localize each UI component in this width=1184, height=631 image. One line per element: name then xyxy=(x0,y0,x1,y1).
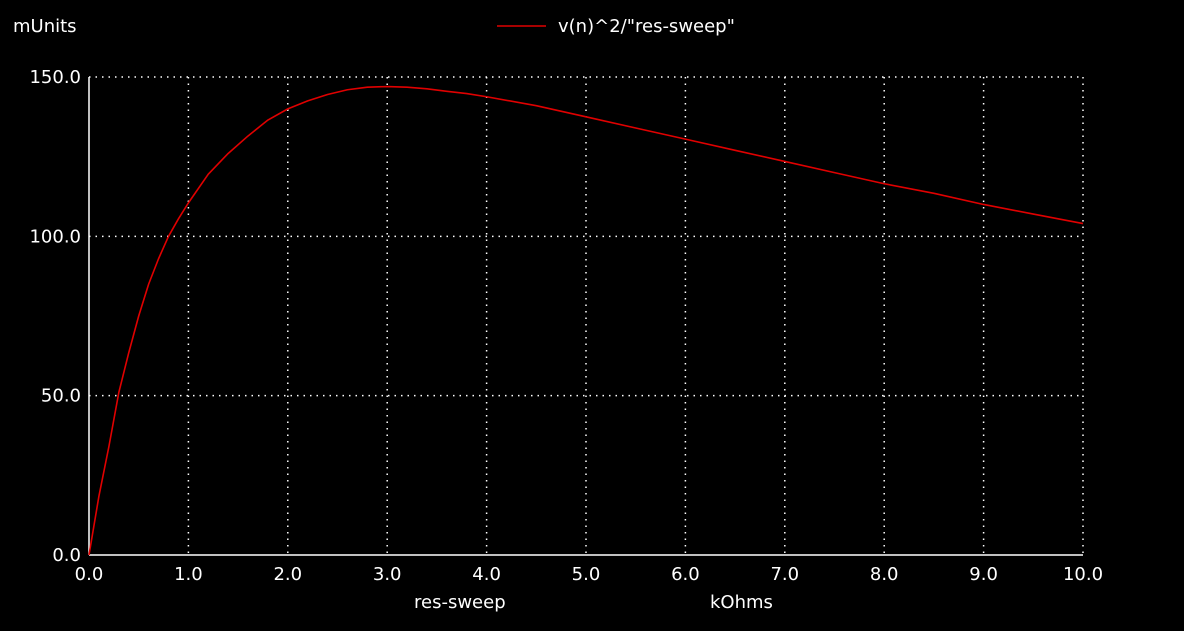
series-lines xyxy=(88,85,1084,556)
legend-label: v(n)^2/"res-sweep" xyxy=(558,16,735,37)
x-tick-label: 2.0 xyxy=(273,564,302,585)
x-tick-label: 7.0 xyxy=(770,564,799,585)
y-tick-label: 100.0 xyxy=(29,226,81,247)
x-tick-label: 5.0 xyxy=(572,564,601,585)
x-tick-label: 1.0 xyxy=(174,564,203,585)
x-axis-unit: kOhms xyxy=(710,592,773,613)
y-tick-label: 150.0 xyxy=(29,67,81,88)
x-tick-label: 4.0 xyxy=(472,564,501,585)
grid xyxy=(89,76,1084,555)
x-tick-label: 0.0 xyxy=(75,564,104,585)
x-tick-label: 3.0 xyxy=(373,564,402,585)
legend: v(n)^2/"res-sweep" xyxy=(497,16,735,37)
y-tick-label: 50.0 xyxy=(41,386,81,407)
x-axis-label: res-sweep xyxy=(414,592,506,613)
y-tick-labels: 0.0 50.0 100.0 150.0 xyxy=(29,67,81,566)
x-tick-label: 9.0 xyxy=(969,564,998,585)
x-tick-labels: 0.0 1.0 2.0 3.0 4.0 5.0 6.0 7.0 8.0 9.0 10.0 xyxy=(75,564,1103,585)
axes xyxy=(88,77,1083,556)
x-tick-label: 8.0 xyxy=(870,564,899,585)
x-tick-label: 10.0 xyxy=(1063,564,1103,585)
x-tick-label: 6.0 xyxy=(671,564,700,585)
series-line xyxy=(88,85,1084,556)
y-axis-label: mUnits xyxy=(13,16,77,37)
y-tick-label: 0.0 xyxy=(52,545,81,566)
